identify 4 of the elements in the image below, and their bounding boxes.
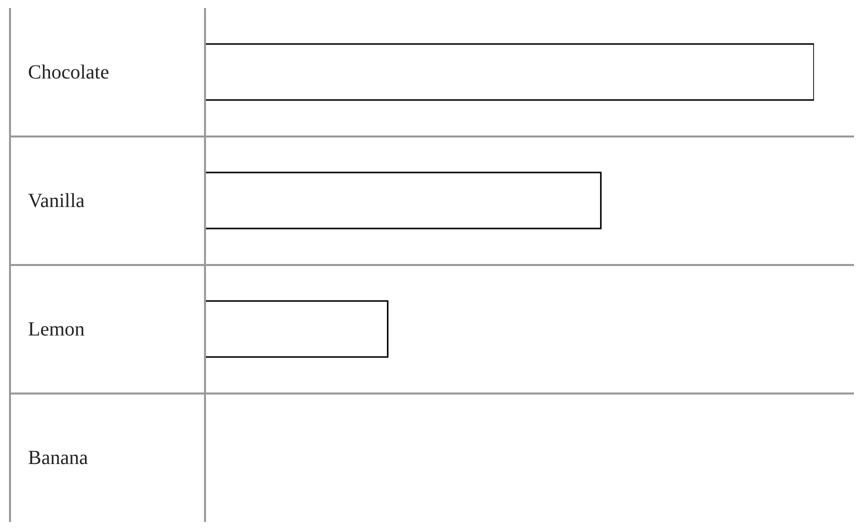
y-tick-label: Vanilla xyxy=(28,190,85,212)
y-tick-label: Chocolate xyxy=(28,61,110,84)
y-tick-label: Lemon xyxy=(28,318,85,340)
y-tick-label: Banana xyxy=(28,446,88,469)
